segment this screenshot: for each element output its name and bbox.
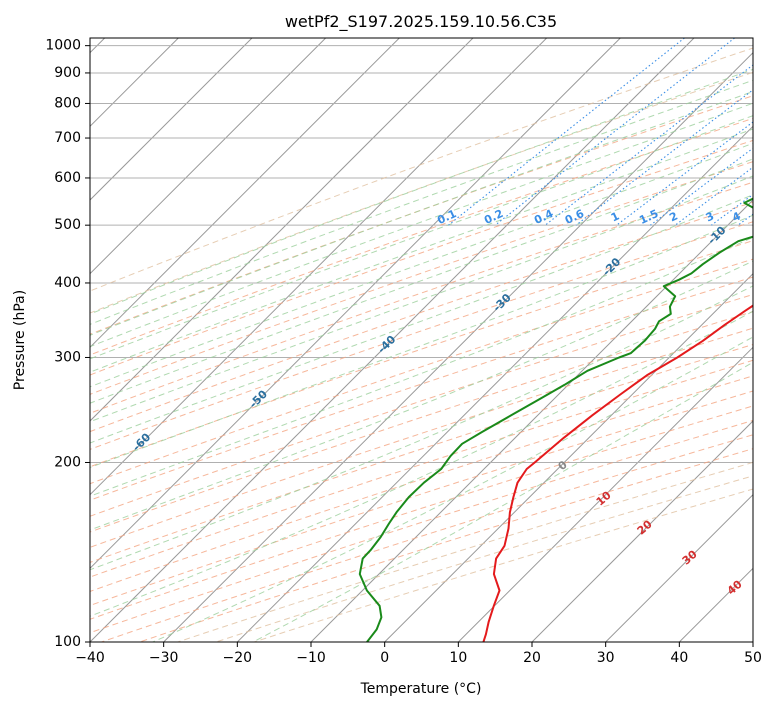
mixing-ratio-line [650,147,753,226]
x-tick-label: 30 [597,650,615,666]
mixing-ratio-line [674,166,753,226]
y-tick-label: 900 [54,65,81,81]
mixing-ratio-line [575,89,753,226]
moist-adiabat-lines [90,68,753,642]
y-tick-label: 400 [54,275,81,291]
moist-adiabat-label: 0 [556,458,570,473]
y-tick-label: 800 [54,95,81,111]
y-tick-label: 500 [54,217,81,233]
dry-adiabat-line [90,419,753,634]
dry-adiabat-line [139,448,753,642]
dry-adiabat-line [254,488,753,642]
chart-title: wetPf2_S197.2025.159.10.56.C35 [285,12,557,32]
isotherm-line [90,38,400,349]
y-axis-label: Pressure (hPa) [12,290,28,390]
temperature-series-line [482,304,753,642]
isotherm-line [236,125,753,642]
isotherm-line [90,38,253,201]
dry-adiabat-line [90,71,753,314]
isotherm-line [457,346,753,642]
mixing-ratio-label: 1 [609,209,621,224]
dry-adiabat-line [90,390,753,606]
isotherm-line [605,493,753,642]
y-tick-label: 700 [54,130,81,146]
isotherm-line [90,38,548,496]
dry-adiabat-line [90,95,753,335]
mixing-ratio-label: 3 [704,210,716,225]
isotherm-line [384,272,753,642]
x-axis-ticks: −40 −30 −20 −10 0 10 20 30 40 50 [75,642,762,666]
mixing-ratio-label: 0.2 [482,207,505,227]
dewpoint-series-line [358,197,753,642]
mixing-ratio-label: 2 [667,210,679,225]
moist-adiabat-line [90,285,753,571]
mixing-ratio-lines [448,38,753,226]
mixing-ratio-line [711,193,753,226]
mixing-ratio-label: 1.5 [637,207,660,227]
x-tick-label: −10 [296,650,326,666]
moist-adiabat-line [90,158,753,404]
y-tick-label: 200 [54,454,81,470]
x-tick-label: 40 [670,650,688,666]
moist-adiabat-line [90,175,753,423]
isotherm-line [90,38,474,422]
x-tick-label: −30 [149,650,179,666]
isotherm-line [752,641,753,642]
dry-adiabat-lines [90,47,753,642]
dry-adiabat-line [90,405,753,620]
moist-adiabat-line [90,68,753,315]
moist-adiabat-line [90,214,753,469]
moist-adiabat-label: 20 [635,517,655,537]
x-tick-label: −20 [223,650,253,666]
mixing-ratio-label: 0.6 [563,207,586,227]
mixing-ratio-line [616,121,753,226]
dry-adiabat-line [90,375,753,592]
pressure-gridlines [90,45,753,642]
dry-adiabat-line [177,461,753,642]
isotherm-line [90,38,327,275]
isotherm-label: -70 [9,478,32,501]
moist-adiabat-label: 40 [725,577,745,597]
y-tick-label: 100 [54,634,81,650]
isotherm-line [90,38,621,570]
moist-adiabat-line [90,236,753,497]
x-tick-label: 50 [744,650,762,666]
x-tick-label: 10 [449,650,467,666]
sounding-series [358,197,753,642]
moist-adiabat-line [152,336,753,642]
mixing-ratio-line [448,38,685,226]
x-tick-label: 0 [380,650,389,666]
isotherm-line [531,420,753,642]
dry-adiabat-line [215,475,753,642]
x-tick-label: 20 [523,650,541,666]
y-tick-label: 600 [54,170,81,186]
plot-frame [89,37,754,643]
isotherm-line [163,51,753,642]
dry-adiabat-line [101,434,753,642]
y-tick-label: 1000 [45,38,81,54]
moist-adiabat-line [90,102,753,348]
dry-adiabat-line [90,359,753,578]
plot-area: -100-90-80-70-60-50-40-30-20-100.10.20.4… [9,38,775,642]
y-tick-label: 300 [54,349,81,365]
isotherm-line [310,199,753,642]
mixing-ratio-line [494,38,735,226]
x-axis-label: Temperature (°C) [360,681,482,697]
moist-adiabat-line [90,128,753,373]
x-tick-label: −40 [75,650,105,666]
mixing-ratio-line [737,213,753,226]
moist-adiabat-line [90,310,753,617]
mixing-ratio-label: 6 [769,209,775,224]
y-axis-ticks: 100 200 300 400 500 600 700 800 900 1000 [45,38,90,650]
mixing-ratio-label: 0.4 [532,207,555,227]
moist-adiabat-line [90,115,753,360]
